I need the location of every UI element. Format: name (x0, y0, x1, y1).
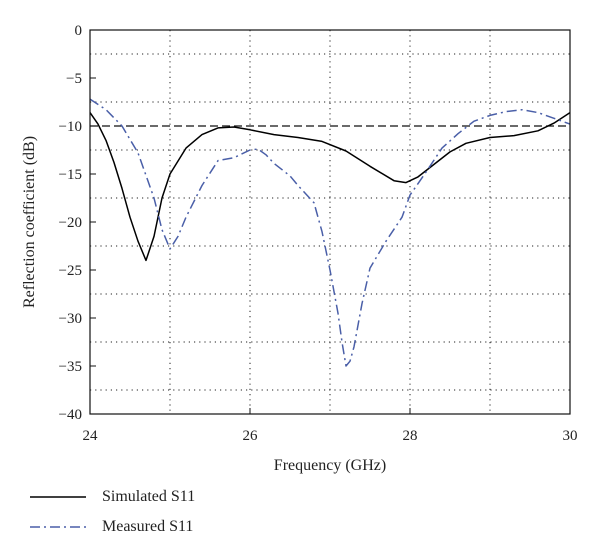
series-line-simulated (89, 111, 571, 262)
y-tick-label: 0 (75, 23, 83, 39)
y-tick-label: −30 (59, 311, 82, 327)
legend-swatch-simulated (30, 496, 86, 498)
y-axis-title: Reflection coefficient (dB) (21, 136, 38, 308)
x-tick-label: 30 (563, 428, 578, 444)
series-line-measured (89, 98, 571, 367)
ticks: 24 26 28 30 0 −5 −10 −15 −20 −25 −30 −35 −40 (59, 23, 578, 444)
grid (90, 30, 570, 414)
legend-item-simulated: Simulated S11 (28, 484, 195, 510)
legend-label-simulated: Simulated S11 (102, 488, 196, 505)
y-tick-label: −35 (59, 359, 82, 375)
series-group (89, 98, 571, 367)
legend-label-measured: Measured S11 (102, 518, 194, 535)
y-tick-label: −5 (66, 71, 82, 87)
x-tick-label: 28 (403, 428, 418, 444)
legend: Simulated S11 Measured S11 (28, 484, 195, 544)
legend-item-measured: Measured S11 (28, 514, 195, 540)
x-tick-label: 24 (83, 428, 99, 444)
chart: 24 26 28 30 0 −5 −10 −15 −20 −25 −30 −35 −40 Frequen… (21, 23, 578, 474)
y-tick-label: −25 (59, 263, 82, 279)
x-axis-title: Frequency (GHz) (274, 457, 386, 474)
y-tick-label: −40 (59, 407, 82, 423)
y-tick-label: −20 (59, 215, 82, 231)
y-tick-label: −10 (59, 119, 82, 135)
y-tick-label: −15 (59, 167, 82, 183)
x-tick-label: 26 (243, 428, 259, 444)
legend-swatch-measured (30, 526, 86, 528)
